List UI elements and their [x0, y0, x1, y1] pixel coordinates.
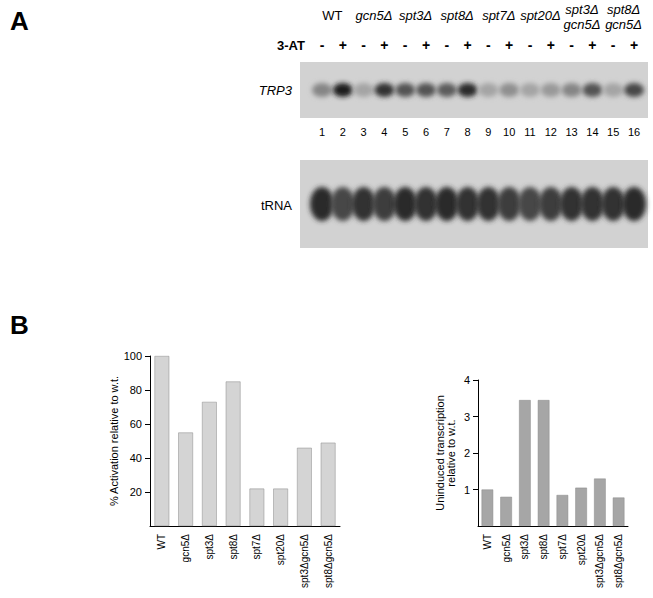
svg-text:-: - — [611, 37, 616, 53]
svg-text:40: 40 — [130, 452, 142, 464]
svg-text:60: 60 — [130, 418, 142, 430]
svg-text:+: + — [422, 37, 430, 53]
svg-text:spt7Δ: spt7Δ — [251, 534, 262, 560]
svg-text:4: 4 — [381, 126, 387, 138]
svg-text:gcn5Δ: gcn5Δ — [356, 8, 393, 23]
svg-text:WT: WT — [482, 534, 493, 550]
svg-text:9: 9 — [485, 126, 491, 138]
svg-text:spt3Δgcn5Δ: spt3Δgcn5Δ — [299, 534, 310, 588]
svg-text:spt3Δ: spt3Δ — [399, 8, 432, 23]
svg-text:-: - — [403, 37, 408, 53]
svg-text:A: A — [10, 6, 29, 36]
svg-text:+: + — [630, 37, 638, 53]
svg-text:spt20Δ: spt20Δ — [520, 8, 561, 23]
svg-text:-: - — [528, 37, 533, 53]
svg-text:3-AT: 3-AT — [277, 38, 305, 53]
svg-text:spt8Δ: spt8Δ — [538, 534, 549, 560]
svg-text:gcn5Δ: gcn5Δ — [180, 534, 191, 563]
svg-text:+: + — [380, 37, 388, 53]
svg-text:spt8Δ: spt8Δ — [607, 2, 640, 17]
svg-text:8: 8 — [465, 126, 471, 138]
svg-text:spt3Δ: spt3Δ — [519, 534, 530, 560]
svg-text:% Activation relative to w.t.: % Activation relative to w.t. — [108, 376, 120, 506]
svg-text:-: - — [444, 37, 449, 53]
svg-text:11: 11 — [524, 126, 535, 138]
svg-text:gcn5Δ: gcn5Δ — [605, 17, 642, 32]
svg-text:7: 7 — [444, 126, 450, 138]
svg-text:+: + — [588, 37, 596, 53]
svg-text:4: 4 — [464, 374, 470, 386]
html-text:B: B — [10, 310, 29, 340]
svg-text:Uninduced transcription: Uninduced transcription — [433, 395, 446, 511]
svg-text:relative to w.t.: relative to w.t. — [445, 419, 457, 486]
svg-text:spt3Δ: spt3Δ — [565, 2, 598, 17]
svg-text:spt7Δ: spt7Δ — [482, 8, 515, 23]
svg-text:6: 6 — [423, 126, 429, 138]
svg-text:-: - — [486, 37, 491, 53]
svg-text:spt20Δ: spt20Δ — [576, 534, 587, 565]
svg-text:spt20Δ: spt20Δ — [275, 534, 286, 565]
svg-text:spt3Δ: spt3Δ — [204, 534, 215, 560]
svg-text:16: 16 — [628, 126, 640, 138]
svg-text:spt7Δ: spt7Δ — [557, 534, 568, 560]
svg-text:2: 2 — [340, 126, 346, 138]
svg-text:100: 100 — [124, 350, 142, 362]
svg-text:+: + — [547, 37, 555, 53]
svg-text:1: 1 — [464, 484, 470, 496]
svg-text:13: 13 — [565, 126, 577, 138]
svg-text:spt8Δgcn5Δ: spt8Δgcn5Δ — [613, 534, 624, 588]
svg-text:+: + — [339, 37, 347, 53]
svg-text:spt8Δgcn5Δ: spt8Δgcn5Δ — [323, 534, 334, 588]
svg-text:3: 3 — [361, 126, 367, 138]
svg-text:TRP3: TRP3 — [259, 83, 293, 98]
svg-text:80: 80 — [130, 384, 142, 396]
svg-text:WT: WT — [156, 534, 167, 550]
svg-text:WT: WT — [322, 8, 342, 23]
svg-text:3: 3 — [464, 411, 470, 423]
svg-text:spt8Δ: spt8Δ — [228, 534, 239, 560]
svg-text:15: 15 — [607, 126, 619, 138]
svg-text:gcn5Δ: gcn5Δ — [564, 17, 601, 32]
svg-text:5: 5 — [402, 126, 408, 138]
svg-text:+: + — [464, 37, 472, 53]
svg-text:gcn5Δ: gcn5Δ — [501, 534, 512, 563]
svg-text:-: - — [320, 37, 325, 53]
svg-text:20: 20 — [130, 486, 142, 498]
svg-text:10: 10 — [503, 126, 515, 138]
svg-text:spt3Δgcn5Δ: spt3Δgcn5Δ — [594, 534, 605, 588]
svg-text:spt8Δ: spt8Δ — [441, 8, 474, 23]
svg-text:14: 14 — [586, 126, 598, 138]
svg-text:tRNA: tRNA — [261, 198, 292, 213]
svg-text:-: - — [569, 37, 574, 53]
svg-text:+: + — [505, 37, 513, 53]
svg-text:-: - — [361, 37, 366, 53]
svg-text:12: 12 — [545, 126, 557, 138]
svg-text:2: 2 — [464, 447, 470, 459]
svg-text:1: 1 — [319, 126, 325, 138]
